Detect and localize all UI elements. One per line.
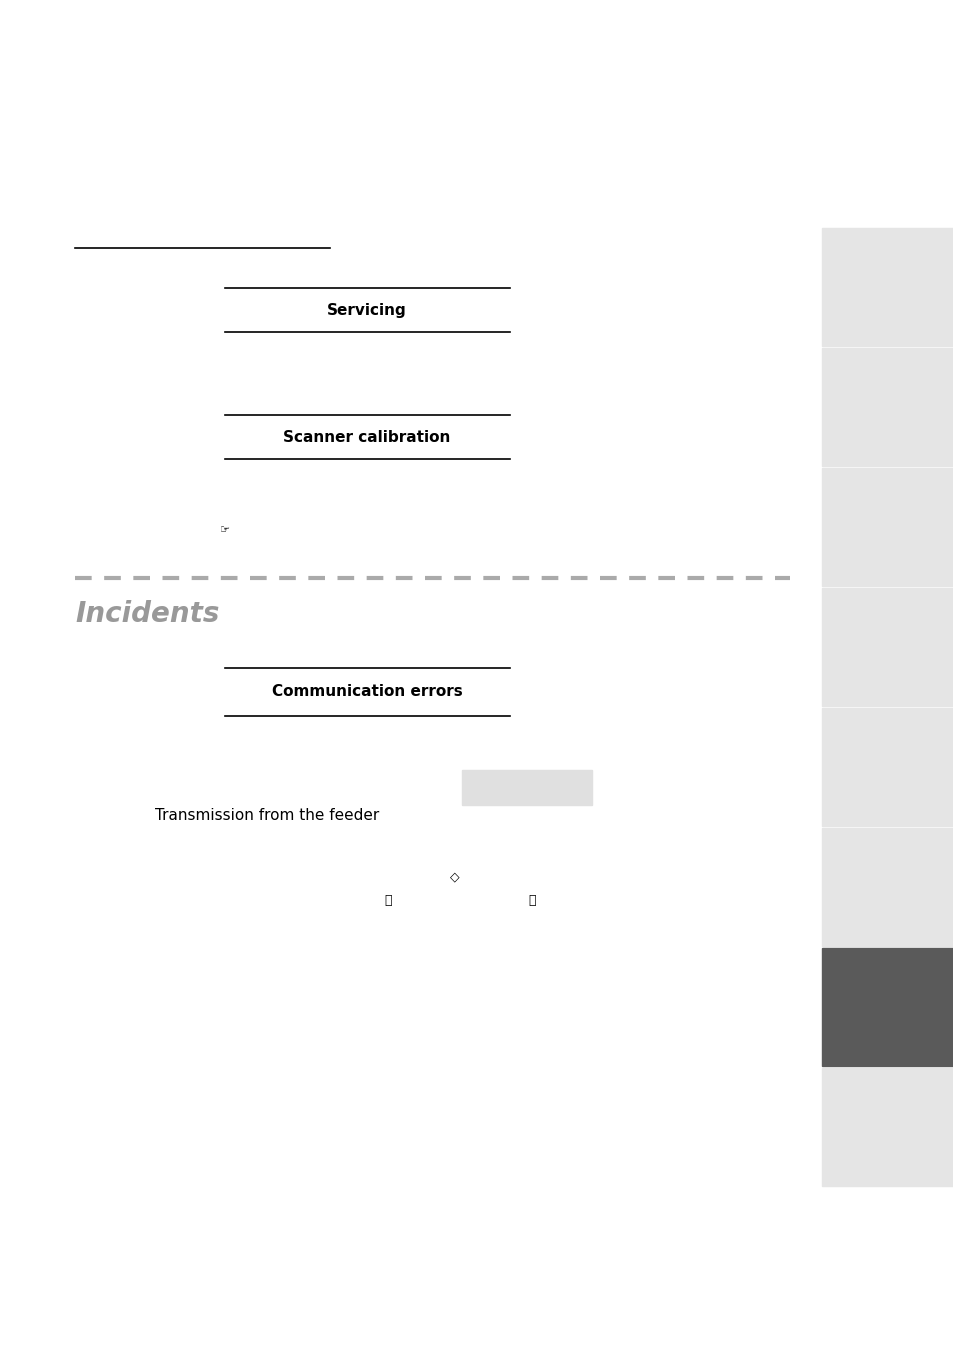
- Text: Servicing: Servicing: [327, 303, 406, 317]
- Bar: [821, 467, 953, 586]
- Text: Ⓥ: Ⓥ: [384, 893, 392, 907]
- Text: ◇: ◇: [450, 870, 459, 884]
- Bar: [821, 708, 953, 825]
- Bar: [821, 828, 953, 946]
- Bar: [821, 349, 953, 466]
- Bar: [821, 948, 953, 1066]
- Text: Transmission from the feeder: Transmission from the feeder: [154, 808, 379, 823]
- Text: ☞: ☞: [220, 526, 230, 535]
- Text: Communication errors: Communication errors: [272, 685, 462, 700]
- Text: Incidents: Incidents: [75, 600, 219, 628]
- Bar: [821, 588, 953, 707]
- Bar: [821, 228, 953, 346]
- Bar: [461, 770, 592, 805]
- Text: Scanner calibration: Scanner calibration: [283, 430, 450, 444]
- Bar: [821, 1069, 953, 1186]
- Text: Ⓥ: Ⓥ: [528, 893, 536, 907]
